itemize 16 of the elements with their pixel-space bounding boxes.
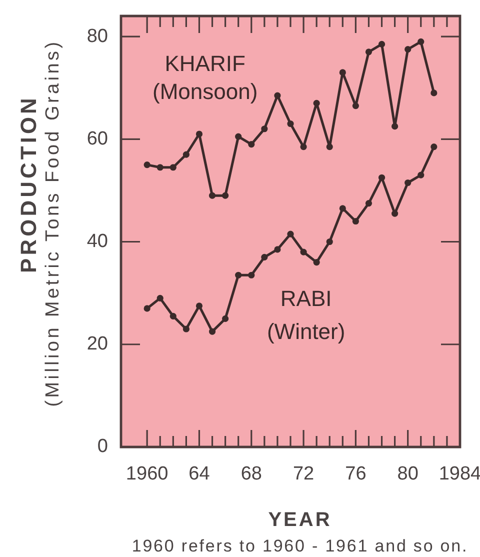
series-label: RABI (Winter) xyxy=(266,286,346,344)
x-tick-label: 80 xyxy=(397,464,418,485)
x-tick-label: 68 xyxy=(240,464,262,485)
y-tick-label: 80 xyxy=(86,26,108,47)
y-tick-label: 40 xyxy=(86,230,108,252)
y-tick-label: 0 xyxy=(97,436,108,458)
x-tick-label: 64 xyxy=(188,464,210,485)
x-tick-label: 72 xyxy=(292,464,314,485)
x-axis-title: YEAR xyxy=(268,509,332,531)
x-tick-label: 76 xyxy=(345,464,366,485)
series-label: KHARIF (Monsoon) xyxy=(152,51,258,104)
x-tick-label: 1960 xyxy=(126,464,168,485)
y-axis-title: PRODUCTION (Million Metric Tons Food Grains) xyxy=(16,39,64,407)
y-tick-label: 60 xyxy=(86,128,108,150)
text: 1960 refers to 1960 - 1961 and so on. xyxy=(132,536,468,556)
y-tick-label: 20 xyxy=(86,334,108,355)
